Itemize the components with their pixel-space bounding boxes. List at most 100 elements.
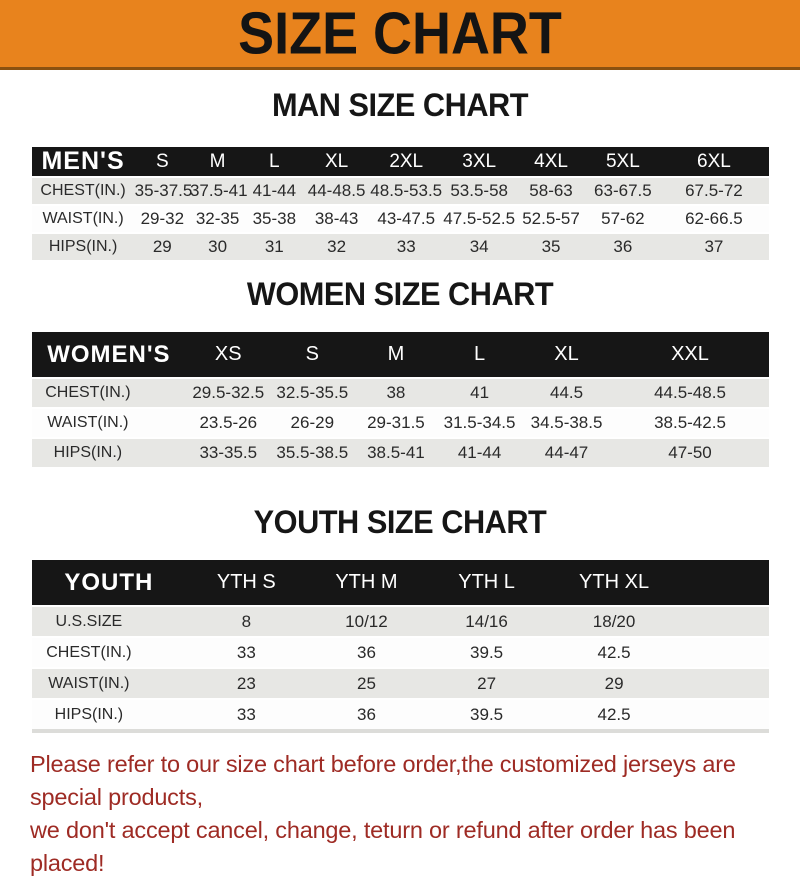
header-row: WOMEN'S XS S M L XL XXL xyxy=(31,332,769,378)
size-value-cell: 33 xyxy=(186,636,307,668)
youth-section-heading: YOUTH SIZE CHART xyxy=(253,504,547,540)
size-value-cell: 37 xyxy=(659,232,769,260)
size-value-cell: 39.5 xyxy=(426,698,547,729)
row-label: WAIST(IN.) xyxy=(31,204,135,233)
size-value-cell: 29 xyxy=(546,667,682,699)
size-value-cell: 33 xyxy=(186,698,307,729)
size-value-cell: 62-66.5 xyxy=(659,204,769,233)
table-row: HIPS(IN.) 29 30 31 32 33 34 35 36 37 xyxy=(31,232,769,260)
filler-cell xyxy=(681,605,769,637)
size-column-header: XL xyxy=(303,147,370,177)
size-value-cell: 67.5-72 xyxy=(659,176,769,205)
size-value-cell: 10/12 xyxy=(306,605,427,637)
size-value-cell: 23 xyxy=(186,667,307,699)
size-column-header: M xyxy=(354,332,438,378)
row-label: WAIST(IN.) xyxy=(31,667,187,699)
table-row: WAIST(IN.) 23 25 27 29 xyxy=(31,667,769,699)
table-row: CHEST(IN.) 29.5-32.5 32.5-35.5 38 41 44.5 44.5… xyxy=(31,377,769,408)
size-chart-banner: SIZE CHART xyxy=(0,0,800,70)
size-value-cell: 29 xyxy=(134,232,190,260)
header-row: MEN'S S M L XL 2XL 3XL 4XL 5XL 6XL xyxy=(31,147,769,177)
size-value-cell: 31.5-34.5 xyxy=(437,407,522,438)
size-value-cell: 47.5-52.5 xyxy=(442,204,516,233)
filler-cell xyxy=(681,698,769,729)
women-section-heading: WOMEN SIZE CHART xyxy=(246,276,554,312)
size-value-cell: 32.5-35.5 xyxy=(270,377,355,408)
size-value-cell: 52.5-57 xyxy=(515,204,587,233)
size-value-cell: 32 xyxy=(303,232,370,260)
size-column-header: 5XL xyxy=(586,147,660,177)
size-column-header: M xyxy=(189,147,246,177)
table-row: CHEST(IN.) 33 36 39.5 42.5 xyxy=(31,636,769,668)
size-value-cell: 29-32 xyxy=(134,204,190,233)
table-row: WAIST(IN.) 23.5-26 26-29 29-31.5 31.5-34.5 34… xyxy=(31,407,769,438)
disclaimer-line-2: we don't accept cancel, change, teturn o… xyxy=(30,817,736,876)
size-value-cell: 34.5-38.5 xyxy=(521,407,612,438)
corner-label: WOMEN'S xyxy=(31,332,187,378)
disclaimer-line-1: Please refer to our size chart before or… xyxy=(30,751,736,810)
size-column-header: 4XL xyxy=(515,147,587,177)
size-value-cell: 36 xyxy=(586,232,660,260)
footer-disclaimer: Please refer to our size chart before or… xyxy=(30,748,800,880)
row-label: HIPS(IN.) xyxy=(31,232,135,260)
size-value-cell: 38-43 xyxy=(303,204,370,233)
size-value-cell: 34 xyxy=(442,232,516,260)
size-value-cell: 41-44 xyxy=(437,437,522,467)
size-value-cell: 14/16 xyxy=(426,605,547,637)
size-value-cell: 35-38 xyxy=(245,204,304,233)
size-column-header: XS xyxy=(186,332,271,378)
table-row: HIPS(IN.) 33 36 39.5 42.5 xyxy=(31,698,769,729)
row-label: U.S.SIZE xyxy=(31,605,187,637)
womens-size-table: WOMEN'S XS S M L XL XXL CHEST(IN.) 29.5-32.5 32.5… xyxy=(31,332,769,467)
size-value-cell: 41 xyxy=(437,377,522,408)
size-value-cell: 8 xyxy=(186,605,307,637)
size-column-header: S xyxy=(134,147,190,177)
size-column-header: YTH L xyxy=(426,560,547,606)
size-value-cell: 25 xyxy=(306,667,427,699)
size-column-header: XL xyxy=(521,332,612,378)
size-column-header: 6XL xyxy=(659,147,769,177)
row-label: HIPS(IN.) xyxy=(31,437,187,467)
size-value-cell: 35-37.5 xyxy=(134,176,192,205)
size-value-cell: 57-62 xyxy=(586,204,660,233)
size-value-cell: 53.5-58 xyxy=(442,176,516,205)
size-value-cell: 35.5-38.5 xyxy=(270,437,355,467)
mens-size-table: MEN'S S M L XL 2XL 3XL 4XL 5XL 6XL CHEST(IN.) 35-37… xyxy=(31,147,769,260)
size-column-header: L xyxy=(437,332,522,378)
size-value-cell: 48.5-53.5 xyxy=(369,176,443,205)
row-label: HIPS(IN.) xyxy=(31,698,187,729)
size-column-header: 2XL xyxy=(369,147,443,177)
size-value-cell: 44.5 xyxy=(521,377,612,408)
size-value-cell: 29-31.5 xyxy=(354,407,438,438)
size-value-cell: 30 xyxy=(189,232,246,260)
size-value-cell: 42.5 xyxy=(546,636,682,668)
size-value-cell: 41-44 xyxy=(245,176,304,205)
size-value-cell: 44.5-48.5 xyxy=(611,377,769,408)
man-section-heading: MAN SIZE CHART xyxy=(271,87,529,123)
size-value-cell: 47-50 xyxy=(611,437,769,467)
filler-cell xyxy=(681,560,769,606)
row-label: CHEST(IN.) xyxy=(31,636,187,668)
table-row: CHEST(IN.) 35-37.5 37.5-41 41-44 44-48.5 48.5… xyxy=(31,176,769,205)
size-value-cell: 43-47.5 xyxy=(369,204,443,233)
size-value-cell: 38 xyxy=(354,377,438,408)
size-column-header: YTH M xyxy=(306,560,427,606)
size-value-cell: 32-35 xyxy=(189,204,246,233)
size-value-cell: 44-47 xyxy=(521,437,612,467)
size-value-cell: 27 xyxy=(426,667,547,699)
table-row: WAIST(IN.) 29-32 32-35 35-38 38-43 43-47.5 47.… xyxy=(31,204,769,233)
youth-table-bottom-shadow xyxy=(31,729,769,733)
header-row: YOUTH YTH S YTH M YTH L YTH XL xyxy=(31,560,769,606)
size-value-cell: 33 xyxy=(369,232,443,260)
row-label: WAIST(IN.) xyxy=(31,407,187,438)
size-value-cell: 38.5-41 xyxy=(354,437,438,467)
size-value-cell: 39.5 xyxy=(426,636,547,668)
size-value-cell: 58-63 xyxy=(515,176,587,205)
size-value-cell: 38.5-42.5 xyxy=(611,407,769,438)
corner-label: YOUTH xyxy=(31,560,187,606)
size-value-cell: 63-67.5 xyxy=(586,176,660,205)
row-label: CHEST(IN.) xyxy=(31,176,135,205)
size-column-header: XXL xyxy=(611,332,769,378)
size-column-header: YTH XL xyxy=(546,560,682,606)
size-column-header: S xyxy=(270,332,355,378)
